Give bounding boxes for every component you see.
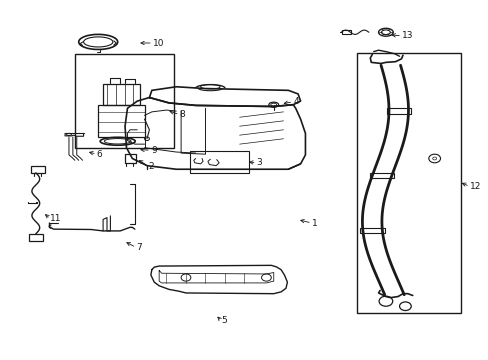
Bar [98,105,144,137]
Text: 9: 9 [151,146,156,155]
Bar [360,228,384,233]
Bar [103,84,140,105]
Text: 3: 3 [256,158,262,167]
Text: 5: 5 [221,316,227,325]
Bar [189,151,249,173]
Bar [356,53,461,313]
Bar [125,154,136,163]
Bar [31,166,44,173]
Text: 4: 4 [293,97,298,106]
Text: 10: 10 [153,39,164,48]
Text: 12: 12 [469,182,480,191]
Text: 6: 6 [97,150,102,159]
Bar [341,31,350,34]
Bar [75,54,173,148]
Text: 1: 1 [311,219,317,228]
Text: 2: 2 [148,162,154,171]
Text: 7: 7 [136,243,142,252]
Text: 13: 13 [401,31,413,40]
Bar [369,172,393,178]
Text: 8: 8 [179,110,185,119]
Bar [29,234,42,241]
Text: 11: 11 [50,214,62,223]
Bar [386,108,410,114]
